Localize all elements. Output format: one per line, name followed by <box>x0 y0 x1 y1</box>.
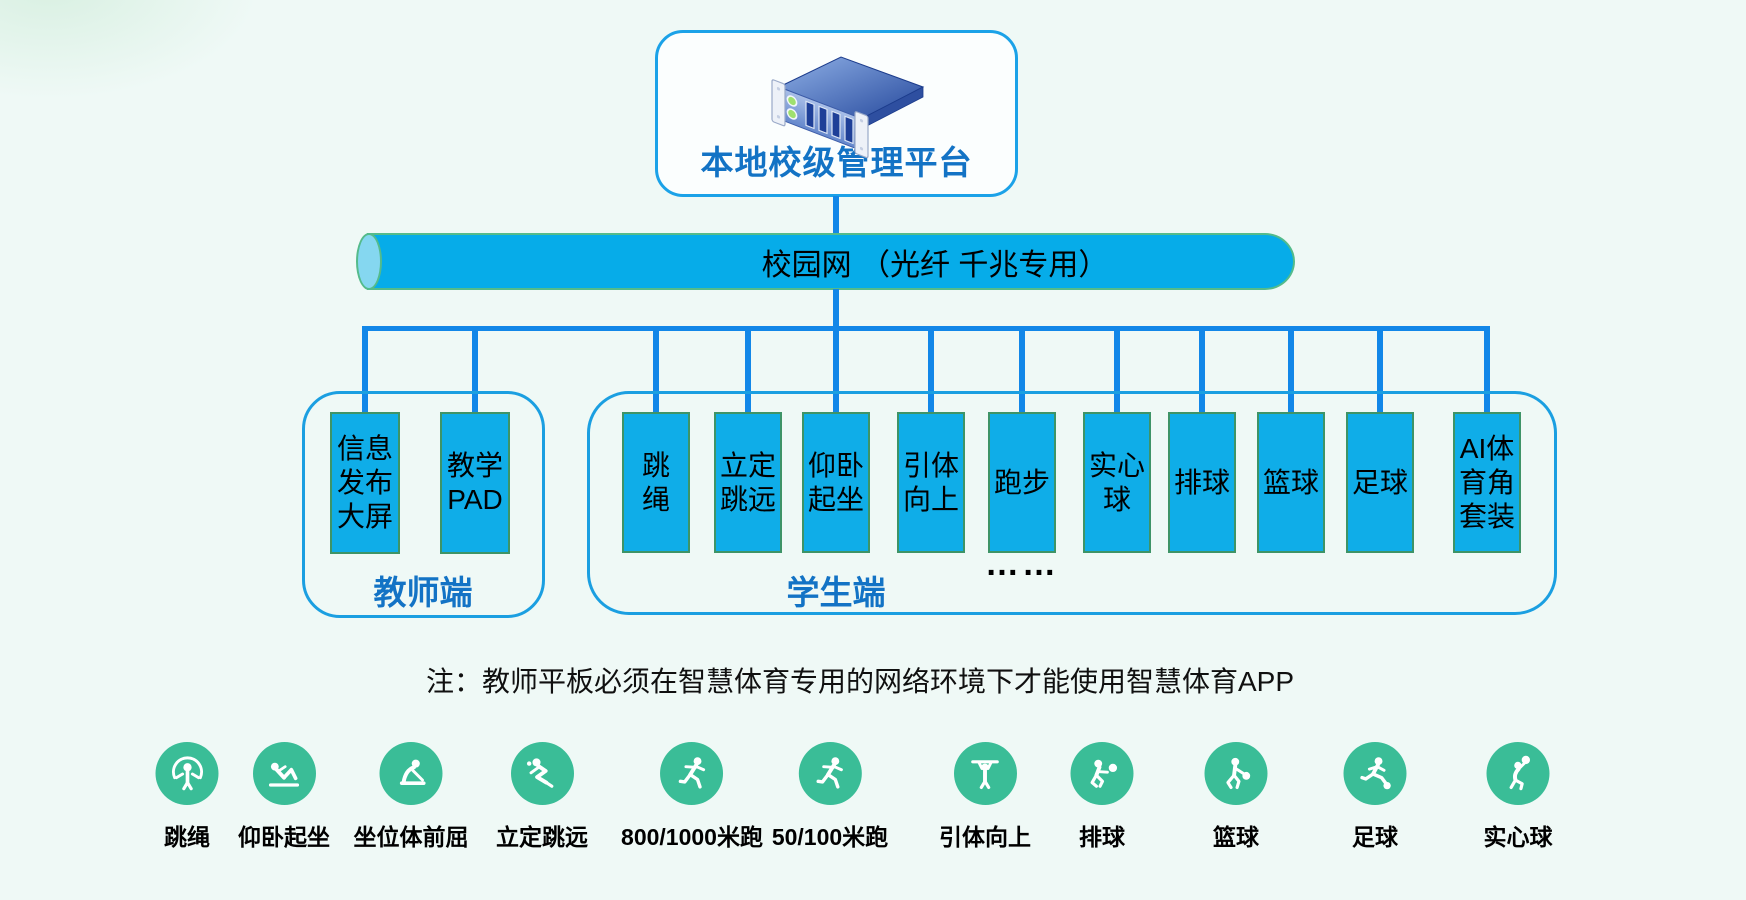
drop-connector-3 <box>745 328 751 414</box>
teacher-group <box>302 391 545 618</box>
device-box-info-display-screen: 信息 发布 大屏 <box>330 412 400 554</box>
device-label-line: 套装 <box>1458 500 1515 532</box>
campus-network-label: 校园网 （光纤 千兆专用） <box>761 248 1109 282</box>
device-label-line: 起坐 <box>807 483 864 515</box>
runner-icon <box>798 742 862 805</box>
sport-item-sit-and-reach: 坐位体前屈 <box>354 742 469 852</box>
device-label-line: 育角 <box>1458 466 1515 498</box>
device-label-line: 引体 <box>902 449 959 481</box>
sit-and-reach-icon <box>379 742 443 805</box>
sport-item-basketball: 篮球 <box>1204 742 1268 852</box>
sport-item-sit-ups: 仰卧起坐 <box>238 742 330 852</box>
sport-label: 50/100米跑 <box>771 824 889 850</box>
sport-item-run-50-100m: 50/100米跑 <box>772 742 888 852</box>
device-label-line: 排球 <box>1173 466 1230 498</box>
server-icon <box>770 56 924 159</box>
device-label-line: 篮球 <box>1262 466 1319 498</box>
device-label-line: 实心 <box>1088 449 1145 481</box>
medicine-ball-icon <box>1486 742 1550 805</box>
drop-connector-1 <box>472 328 478 414</box>
background-decoration <box>0 0 260 100</box>
device-label-line: 绳 <box>641 483 670 515</box>
campus-network-bus: 校园网 （光纤 千兆专用） <box>356 233 1295 290</box>
sport-label: 仰卧起坐 <box>238 824 330 850</box>
bus-left-cap <box>356 233 382 290</box>
sit-ups-icon <box>252 742 316 805</box>
connector-bus-to-trunk <box>833 289 839 329</box>
drop-connector-2 <box>653 328 659 414</box>
drop-connector-6 <box>1019 328 1025 414</box>
standing-long-jump-icon <box>510 742 574 805</box>
device-label-line: 立定 <box>719 449 776 481</box>
sport-item-run-800-1000m: 800/1000米跑 <box>621 742 763 852</box>
device-box-teaching-pad: 教学 PAD <box>440 412 510 554</box>
sport-label: 跳绳 <box>164 824 210 850</box>
device-box-pull-up: 引体 向上 <box>897 412 965 553</box>
sport-label: 引体向上 <box>939 824 1031 850</box>
drop-connector-8 <box>1199 328 1205 414</box>
sport-item-standing-long-jump: 立定跳远 <box>496 742 588 852</box>
device-label-line: 向上 <box>902 483 959 515</box>
device-label-line: 发布 <box>336 467 393 498</box>
sport-label: 800/1000米跑 <box>621 824 763 850</box>
teacher-group-label: 教师端 <box>373 574 473 611</box>
sport-item-football: 足球 <box>1343 742 1407 852</box>
sport-label: 坐位体前屈 <box>353 824 469 850</box>
football-icon <box>1343 742 1407 805</box>
device-box-ai-sports-corner-kit: AI体 育角 套装 <box>1453 412 1521 553</box>
drop-connector-11 <box>1484 328 1490 414</box>
device-box-jump-rope: 跳绳 <box>622 412 690 553</box>
device-label-line: 跳远 <box>719 483 776 515</box>
drop-connector-5 <box>928 328 934 414</box>
device-label-line: AI体 <box>1459 432 1515 464</box>
device-box-basketball: 篮球 <box>1257 412 1325 553</box>
runner-icon <box>660 742 724 805</box>
drop-connector-10 <box>1377 328 1383 414</box>
device-label-line: 足球 <box>1351 466 1408 498</box>
sport-item-medicine-ball: 实心球 <box>1484 742 1553 852</box>
device-label-line: 教学 <box>446 450 503 481</box>
connector-platform-to-bus <box>833 196 839 237</box>
device-label-line: 跳 <box>641 449 670 481</box>
device-box-sit-ups: 仰卧 起坐 <box>802 412 870 553</box>
device-label-line: PAD <box>447 484 503 515</box>
volleyball-icon <box>1070 742 1134 805</box>
device-box-volleyball: 排球 <box>1168 412 1236 553</box>
basketball-icon <box>1204 742 1268 805</box>
sport-label: 实心球 <box>1483 824 1553 850</box>
student-group <box>587 391 1557 615</box>
distribution-line <box>362 326 1490 331</box>
student-group-label: 学生端 <box>786 574 886 611</box>
sport-item-jump-rope: 跳绳 <box>155 742 219 852</box>
jump-rope-icon <box>155 742 219 805</box>
device-label-line: 球 <box>1102 483 1131 515</box>
drop-connector-7 <box>1114 328 1120 414</box>
sport-item-volleyball: 排球 <box>1070 742 1134 852</box>
sport-label: 排球 <box>1079 824 1125 850</box>
device-label-line: 大屏 <box>336 501 393 532</box>
sport-item-pull-up: 引体向上 <box>939 742 1031 852</box>
drop-connector-4 <box>833 328 839 414</box>
sport-label: 篮球 <box>1213 824 1259 850</box>
device-box-standing-long-jump: 立定 跳远 <box>714 412 782 553</box>
drop-connector-0 <box>362 328 368 414</box>
device-box-running: 跑步 <box>988 412 1056 553</box>
sport-label: 立定跳远 <box>496 824 588 850</box>
device-box-football: 足球 <box>1346 412 1414 553</box>
device-label-line: 仰卧 <box>807 449 864 481</box>
sport-label: 足球 <box>1352 824 1398 850</box>
pull-up-icon <box>953 742 1017 805</box>
device-label-line: 跑步 <box>993 466 1050 498</box>
platform-title: 本地校级管理平台 <box>700 144 973 181</box>
platform-node: 本地校级管理平台 <box>655 30 1018 197</box>
note-text: 注：教师平板必须在智慧体育专用的网络环境下才能使用智慧体育APP <box>426 666 1295 697</box>
drop-connector-9 <box>1288 328 1294 414</box>
device-box-medicine-ball: 实心球 <box>1083 412 1151 553</box>
device-label-line: 信息 <box>336 433 393 464</box>
